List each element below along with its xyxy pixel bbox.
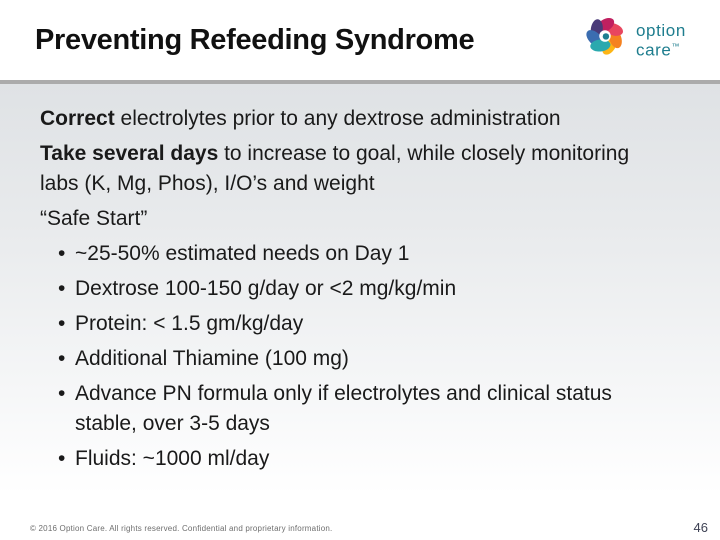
option-care-swirl-icon [586, 18, 623, 55]
option-care-logo: option care™ [582, 12, 686, 60]
bullet-marker: • [58, 312, 66, 335]
paragraph-safe-start: “Safe Start” [40, 204, 658, 234]
bullet-marker: • [58, 382, 66, 405]
logo-word-care: care™ [636, 39, 686, 59]
bullet-item-protein: • Protein: < 1.5 gm/kg/day [40, 309, 680, 339]
page-title: Preventing Refeeding Syndrome [35, 24, 475, 56]
paragraph-text: to increase to goal, while closely monit… [40, 142, 630, 195]
slide-body: Correct electrolytes prior to any dextro… [0, 84, 720, 540]
slide-header: Preventing Refeeding Syndrome option car… [0, 0, 720, 80]
trademark-symbol: ™ [671, 42, 680, 51]
bullet-item-dextrose: • Dextrose 100-150 g/day or <2 mg/kg/min [40, 274, 680, 304]
header-divider [0, 80, 720, 84]
bullet-text: Dextrose 100-150 g/day or <2 mg/kg/min [75, 277, 457, 300]
bullet-item-estimated-needs: • ~25-50% estimated needs on Day 1 [40, 239, 680, 269]
logo-word-option: option [636, 21, 686, 40]
paragraph-text: “Safe Start” [40, 207, 148, 230]
bullet-text: Advance PN formula only if electrolytes … [75, 382, 612, 435]
bullet-item-fluids: • Fluids: ~1000 ml/day [40, 444, 680, 474]
paragraph-text: electrolytes prior to any dextrose admin… [114, 107, 561, 130]
bullet-marker: • [58, 447, 66, 470]
paragraph-take-several-days: Take several days to increase to goal, w… [40, 139, 658, 199]
paragraph-lead: Take several days [40, 142, 219, 165]
bullet-text: Protein: < 1.5 gm/kg/day [75, 312, 304, 335]
logo-word-care-label: care [636, 40, 672, 60]
option-care-logo-text: option care™ [636, 12, 686, 59]
slide-content: Correct electrolytes prior to any dextro… [40, 104, 680, 479]
bullet-marker: • [58, 242, 66, 265]
bullet-text: Additional Thiamine (100 mg) [75, 347, 349, 370]
page-number: 46 [693, 520, 708, 535]
bullet-item-advance-pn: • Advance PN formula only if electrolyte… [40, 379, 680, 439]
bullet-text: Fluids: ~1000 ml/day [75, 447, 270, 470]
bullet-marker: • [58, 347, 66, 370]
paragraph-lead: Correct [40, 107, 115, 130]
copyright-notice: © 2016 Option Care. All rights reserved.… [30, 524, 333, 533]
bullet-item-thiamine: • Additional Thiamine (100 mg) [40, 344, 680, 374]
bullet-marker: • [58, 277, 66, 300]
paragraph-correct-electrolytes: Correct electrolytes prior to any dextro… [40, 104, 658, 134]
bullet-text: ~25-50% estimated needs on Day 1 [75, 242, 410, 265]
